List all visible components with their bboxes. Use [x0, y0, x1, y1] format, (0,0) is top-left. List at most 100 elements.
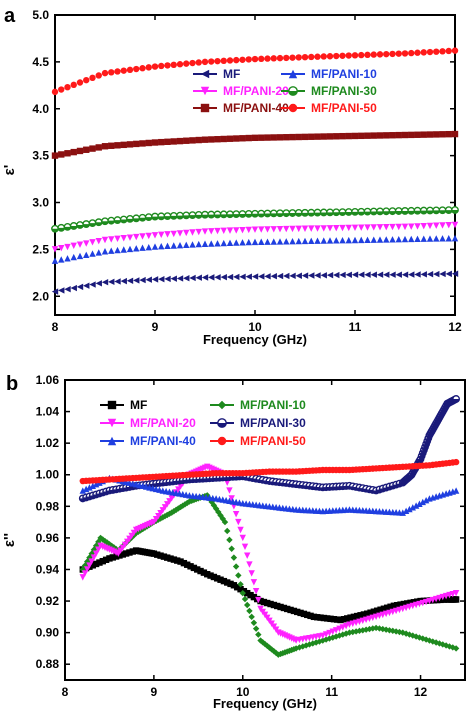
panel-b-legend-label-mf: MF [130, 398, 147, 412]
panel-b-mf-pani-10-point [412, 633, 420, 640]
panel-a-mf-pani-40-point [70, 148, 77, 156]
panel-a-mf-pani-20-point [326, 225, 334, 232]
panel-a-mf-pani-50-point [395, 50, 402, 57]
panel-a-mf-pani-30-point [388, 207, 397, 216]
panel-a-mf-pani-20-point [351, 224, 359, 232]
panel-a-mf-pani-20-point [195, 228, 202, 236]
panel-a-mf-pani-50-point [208, 58, 215, 65]
panel-a-mf-pani-20-point [226, 227, 234, 234]
panel-b-mf-point [129, 548, 136, 555]
panel-a-mf-pani-20-point [245, 226, 252, 234]
panel-a-mf-pani-20-point [414, 223, 421, 230]
panel-a-mf-pani-40-point [195, 136, 202, 144]
panel-a-mf-point [114, 278, 121, 285]
panel-a-mf-pani-30-point [363, 207, 372, 216]
panel-b-mf-pani-20-point [248, 570, 255, 577]
panel-b-mf-pani-10-point [97, 534, 104, 542]
panel-a-mf-pani-40-point [320, 133, 327, 140]
panel-a-y-tick-label: 4.0 [32, 102, 49, 116]
panel-a-mf-pani-30-point [251, 209, 259, 218]
panel-a-mf-pani-20-point [289, 225, 296, 233]
panel-a-mf-pani-20-point [376, 224, 384, 231]
panel-b-mf-pani-20-point [244, 552, 251, 559]
panel-a-mf-pani-20-point [426, 222, 434, 230]
panel-a-mf-pani-50-point [326, 53, 334, 60]
panel-b-mf-pani-10-point [442, 642, 450, 649]
panel-a-mf-pani-50-point [389, 50, 396, 58]
panel-a-x-tick-label: 12 [448, 320, 462, 334]
panel-b-mf-point [347, 614, 354, 621]
panel-a-mf-pani-30-point [244, 209, 253, 218]
panel-a-mf-point [151, 276, 159, 283]
panel-a-mf-pani-30-point [382, 207, 391, 216]
panel-b-series [78, 395, 461, 658]
panel-a-mf-pani-10-point [220, 239, 227, 247]
panel-a-mf-pani-10-point [226, 239, 234, 247]
panel-a-mf-pani-20-point [308, 225, 315, 232]
panel-a-mf-pani-30-point [238, 210, 247, 218]
panel-a-mf-pani-10-point [58, 256, 65, 263]
panel-a-mf-point [276, 272, 284, 280]
panel-b-mf-point [314, 614, 321, 621]
panel-a-mf-point [51, 288, 59, 295]
panel-a-mf-pani-10-point [239, 239, 246, 246]
panel-a-legend-marker-mf-pani-40 [200, 103, 210, 113]
panel-b-mf-point [150, 550, 158, 557]
panel-b-mf-point [194, 566, 201, 573]
panel-a-mf-point [139, 276, 146, 284]
panel-a-mf-pani-30-point [401, 207, 409, 215]
panel-a-mf-pani-50-point [151, 63, 159, 70]
panel-b-mf-pani-20-point [81, 570, 89, 577]
panel-a-mf-point [145, 276, 152, 283]
panel-b-mf-point [190, 564, 198, 572]
panel-a-mf-pani-10-point [345, 236, 352, 244]
panel-a-mf-pani-10-point [133, 245, 140, 252]
panel-a-mf-pani-50-point [76, 79, 84, 86]
panel-a-mf-pani-20-point [333, 224, 340, 232]
panel-a-mf-pani-10-point [326, 237, 334, 244]
panel-a-mf-pani-50-point [101, 69, 109, 77]
panel-b-mf-point [337, 616, 344, 624]
panel-a-mf-pani-50-point [333, 52, 340, 60]
panel-a-mf-pani-10-point [389, 236, 396, 243]
panel-b-mf-pani-10-point [336, 632, 343, 639]
panel-a-mf-pani-10-point [83, 251, 90, 258]
panel-a-mf-pani-40-point [339, 132, 346, 140]
panel-a-mf-pani-20-point [176, 230, 184, 237]
panel-b-mf-point [126, 549, 133, 556]
panel-a-mf-pani-10-point [51, 257, 59, 264]
panel-a-mf-pani-40-point [270, 134, 277, 141]
panel-b-mf-pani-20-point [250, 579, 258, 586]
panel-a-mf-pani-20-point [114, 235, 121, 243]
panel-a-mf-point [326, 271, 334, 279]
panel-a-mf-point [333, 271, 340, 279]
panel-a-mf-pani-40-point [245, 134, 252, 142]
panel-a-mf-pani-30-point [226, 210, 234, 219]
panel-a-series-mf [51, 270, 459, 295]
panel-b-mf-point [187, 563, 194, 570]
panel-b-x-tick-label: 10 [236, 685, 250, 699]
panel-b-mf-pani-10-point [92, 542, 100, 549]
panel-b-mf-pani-10-point [352, 628, 360, 635]
panel-a-mf-pani-10-point [339, 237, 346, 244]
panel-a-mf-pani-40-point [239, 135, 246, 142]
panel-b-mf-point [119, 551, 126, 558]
panel-a-mf-pani-10-point [89, 250, 96, 257]
panel-b-mf-point [437, 596, 444, 604]
panel-a-mf-pani-50-point [270, 55, 277, 62]
panel-b-mf-pani-10-point [244, 601, 251, 609]
panel-b-mf-point [197, 567, 204, 575]
panel-a-mf-pani-30-point [63, 222, 72, 231]
panel-b-x-tick-label: 8 [62, 685, 69, 699]
panel-b-mf-pani-40-point [416, 500, 423, 507]
panel-a-mf-pani-40-point [183, 137, 190, 144]
panel-b-mf-point [260, 598, 268, 606]
panel-a-mf-point [320, 272, 327, 279]
panel-a-mf-pani-20-point [101, 236, 109, 244]
panel-a-mf-pani-30-point [132, 214, 141, 223]
panel-a-mf-pani-50-point [70, 81, 77, 89]
panel-a-mf-point [83, 282, 90, 289]
panel-b-mf-pani-10-point [316, 638, 323, 645]
panel-a-mf-pani-20-point [201, 228, 209, 235]
panel-a-mf-pani-40-point [208, 136, 215, 143]
